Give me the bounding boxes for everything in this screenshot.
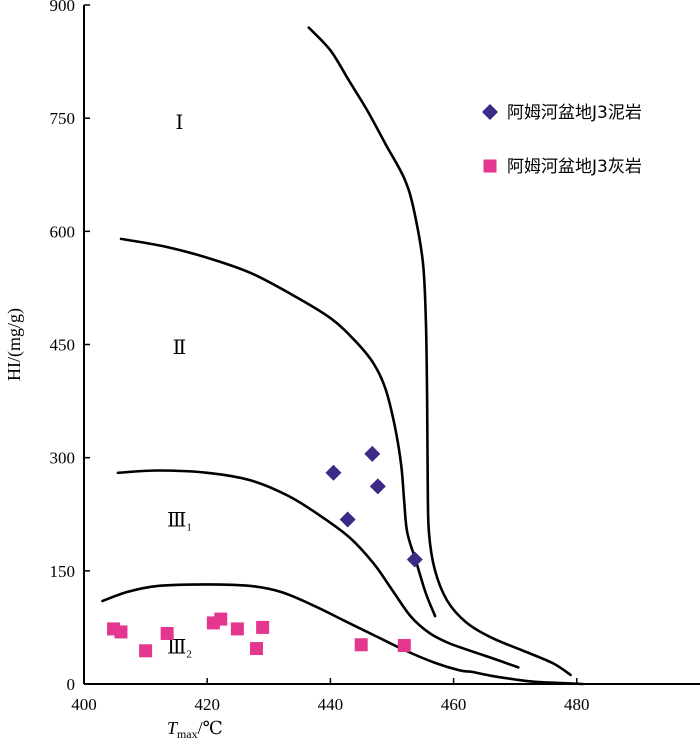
data-point — [249, 642, 263, 656]
data-point — [406, 551, 423, 568]
y-tick-label: 900 — [50, 0, 76, 15]
x-axis-title: Tmax/℃ — [167, 718, 223, 739]
data-point — [354, 638, 368, 652]
legend-marker — [482, 104, 498, 120]
data-point — [214, 612, 228, 626]
boundary-curve — [307, 26, 572, 677]
data-point — [364, 445, 381, 462]
boundary-curve — [119, 237, 437, 618]
legend-label: 阿姆河盆地J3灰岩 — [507, 157, 642, 177]
x-tick-label: 420 — [194, 695, 220, 714]
x-tick-label: 400 — [71, 695, 97, 714]
region-label: Ⅱ — [173, 337, 187, 359]
x-tick-label: 460 — [441, 695, 467, 714]
data-point — [325, 464, 342, 481]
data-point — [139, 644, 153, 658]
legend-label: 阿姆河盆地J3泥岩 — [507, 103, 642, 123]
data-point — [230, 622, 244, 636]
region-label: Ⅲ1 — [167, 510, 192, 534]
y-tick-label: 600 — [50, 222, 76, 241]
data-point — [160, 626, 174, 640]
region-label: Ⅲ2 — [167, 636, 192, 660]
y-tick-label: 0 — [67, 675, 76, 694]
y-tick-label: 450 — [50, 336, 76, 355]
data-point — [256, 620, 270, 634]
data-point — [339, 511, 356, 528]
y-axis-title: HI/(mg/g) — [4, 308, 25, 381]
y-tick-label: 150 — [50, 562, 76, 581]
region-label: Ⅰ — [176, 112, 184, 134]
data-point — [114, 625, 128, 639]
x-tick-label: 440 — [318, 695, 344, 714]
legend-marker — [483, 159, 497, 173]
boundary-curve — [116, 469, 520, 669]
x-tick-label: 480 — [564, 695, 590, 714]
data-point — [369, 478, 386, 495]
data-point — [397, 639, 411, 653]
y-tick-label: 750 — [50, 109, 76, 128]
y-tick-label: 300 — [50, 449, 76, 468]
boundary-curve — [101, 583, 585, 686]
